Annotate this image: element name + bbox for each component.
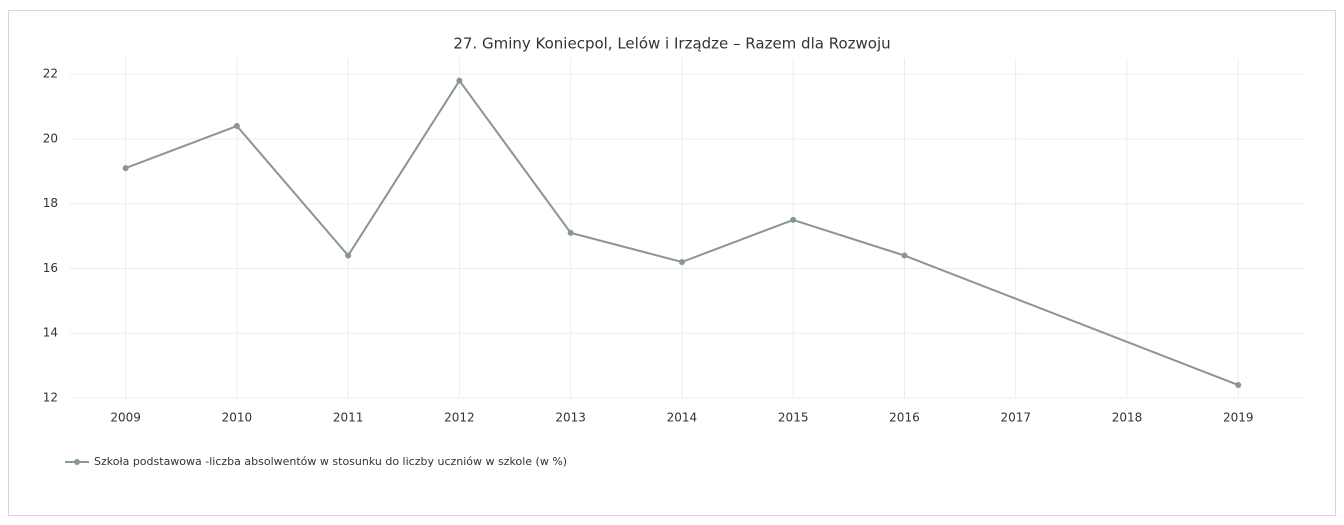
chart-title: 27. Gminy Koniecpol, Lelów i Irządze – R… bbox=[453, 35, 890, 53]
chart-frame bbox=[8, 10, 1336, 516]
x-tick-label: 2011 bbox=[333, 411, 364, 425]
legend-label: Szkoła podstawowa -liczba absolwentów w … bbox=[94, 455, 567, 468]
y-tick-label: 14 bbox=[43, 326, 58, 340]
y-tick-label: 18 bbox=[43, 196, 58, 210]
data-point bbox=[456, 77, 463, 84]
x-tick-label: 2019 bbox=[1223, 411, 1254, 425]
data-point bbox=[567, 229, 574, 236]
x-tick-label: 2013 bbox=[555, 411, 586, 425]
x-tick-label: 2009 bbox=[110, 411, 141, 425]
x-tick-label: 2012 bbox=[444, 411, 475, 425]
data-point bbox=[790, 216, 797, 223]
data-point bbox=[678, 259, 685, 265]
data-point bbox=[122, 165, 129, 172]
x-tick-label: 2010 bbox=[222, 411, 253, 425]
legend-marker bbox=[74, 459, 80, 465]
y-tick-label: 22 bbox=[43, 67, 58, 81]
y-tick-label: 20 bbox=[43, 131, 58, 145]
x-tick-label: 2014 bbox=[667, 411, 698, 425]
data-point bbox=[345, 252, 352, 259]
x-tick-label: 2016 bbox=[889, 411, 920, 425]
x-tick-label: 2018 bbox=[1112, 411, 1143, 425]
x-tick-label: 2015 bbox=[778, 411, 809, 425]
data-point bbox=[1235, 382, 1242, 389]
data-point bbox=[233, 123, 240, 129]
y-tick-label: 16 bbox=[43, 261, 58, 275]
x-tick-label: 2017 bbox=[1000, 411, 1031, 425]
y-tick-label: 12 bbox=[43, 391, 58, 405]
data-point bbox=[901, 252, 908, 259]
